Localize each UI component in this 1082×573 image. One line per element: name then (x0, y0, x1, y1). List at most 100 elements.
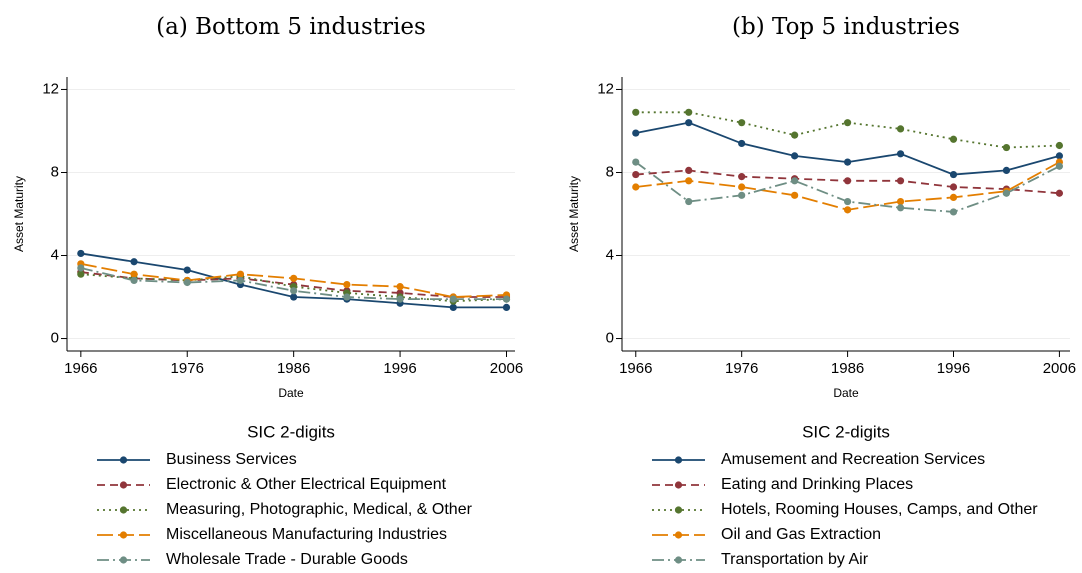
point (396, 283, 404, 291)
legend-marker (119, 456, 128, 464)
point (896, 197, 905, 206)
point (183, 278, 191, 287)
point (843, 206, 852, 214)
point (632, 170, 640, 179)
point (949, 170, 958, 179)
point (502, 303, 511, 312)
point (791, 191, 799, 199)
point (1002, 189, 1011, 197)
legend-label: Eating and Drinking Places (721, 476, 913, 493)
point (843, 119, 852, 127)
x-tick-label: 1986 (277, 360, 310, 377)
point (1055, 189, 1064, 197)
chart-title: (a) Bottom 5 industries (156, 14, 426, 40)
y-tick-label: 12 (597, 80, 614, 97)
point (632, 108, 640, 116)
legend-marker (674, 556, 683, 564)
legend-label: Hotels, Rooming Houses, Camps, and Other (721, 501, 1038, 518)
point (1002, 166, 1011, 175)
point (290, 287, 298, 295)
point (685, 119, 693, 127)
point (77, 264, 85, 272)
legend-marker (119, 506, 128, 514)
x-axis-label: Date (833, 386, 859, 400)
point (1055, 162, 1064, 170)
point (685, 177, 693, 185)
legend-label: Transportation by Air (721, 551, 869, 568)
point (791, 152, 799, 160)
point (738, 173, 746, 181)
point (290, 293, 298, 301)
point (632, 129, 640, 137)
legend-marker (119, 556, 128, 564)
x-tick-label: 1976 (171, 360, 204, 377)
point (791, 177, 799, 185)
x-tick-label: 2006 (1043, 360, 1076, 377)
legend-marker (674, 531, 683, 539)
legend-title: SIC 2-digits (247, 422, 335, 441)
point (949, 135, 958, 143)
point (343, 280, 351, 289)
y-tick-label: 0 (606, 330, 614, 347)
x-tick-label: 2006 (490, 360, 523, 377)
point (685, 108, 693, 116)
point (236, 276, 245, 285)
point (343, 293, 351, 301)
point (290, 274, 298, 282)
y-tick-label: 4 (51, 246, 59, 263)
point (1055, 141, 1064, 150)
point (896, 125, 905, 133)
legend-title: SIC 2-digits (802, 422, 890, 441)
point (396, 295, 404, 303)
point (949, 193, 958, 201)
legend-marker (119, 481, 128, 489)
x-axis-label: Date (278, 386, 304, 400)
point (738, 183, 746, 191)
point (632, 158, 640, 166)
chart-title: (b) Top 5 industries (732, 14, 960, 40)
point (236, 270, 245, 278)
series-line (635, 111, 1060, 149)
point (130, 270, 138, 278)
point (183, 266, 191, 274)
point (449, 295, 457, 303)
legend-label: Business Services (166, 451, 297, 468)
point (449, 303, 457, 312)
series-line (635, 121, 1060, 176)
point (502, 295, 511, 303)
y-tick-label: 12 (42, 80, 59, 97)
legend-label: Electronic & Other Electrical Equipment (166, 476, 447, 493)
point (738, 139, 746, 148)
y-tick-label: 4 (606, 246, 614, 263)
point (130, 276, 138, 285)
legend-marker (119, 531, 128, 539)
point (1055, 152, 1064, 160)
point (949, 208, 958, 216)
legend-marker (674, 506, 683, 514)
point (685, 197, 693, 206)
legend-label: Amusement and Recreation Services (721, 451, 985, 468)
point (130, 258, 138, 266)
point (738, 191, 746, 199)
x-tick-label: 1996 (383, 360, 416, 377)
legend-label: Miscellaneous Manufacturing Industries (166, 526, 447, 543)
point (843, 177, 852, 185)
y-tick-label: 8 (606, 163, 614, 180)
x-tick-label: 1976 (725, 360, 758, 377)
legend-label: Oil and Gas Extraction (721, 526, 881, 543)
legend-label: Measuring, Photographic, Medical, & Othe… (166, 501, 473, 518)
point (843, 158, 852, 166)
point (843, 197, 852, 206)
legend-marker (674, 456, 683, 464)
point (949, 183, 958, 191)
point (738, 119, 746, 127)
legend-label: Wholesale Trade - Durable Goods (166, 551, 408, 568)
point (77, 249, 85, 258)
point (896, 177, 905, 185)
y-axis-label: Asset Maturity (12, 176, 26, 252)
point (77, 270, 85, 278)
point (896, 150, 905, 158)
y-axis-label: Asset Maturity (567, 176, 581, 252)
point (896, 204, 905, 212)
